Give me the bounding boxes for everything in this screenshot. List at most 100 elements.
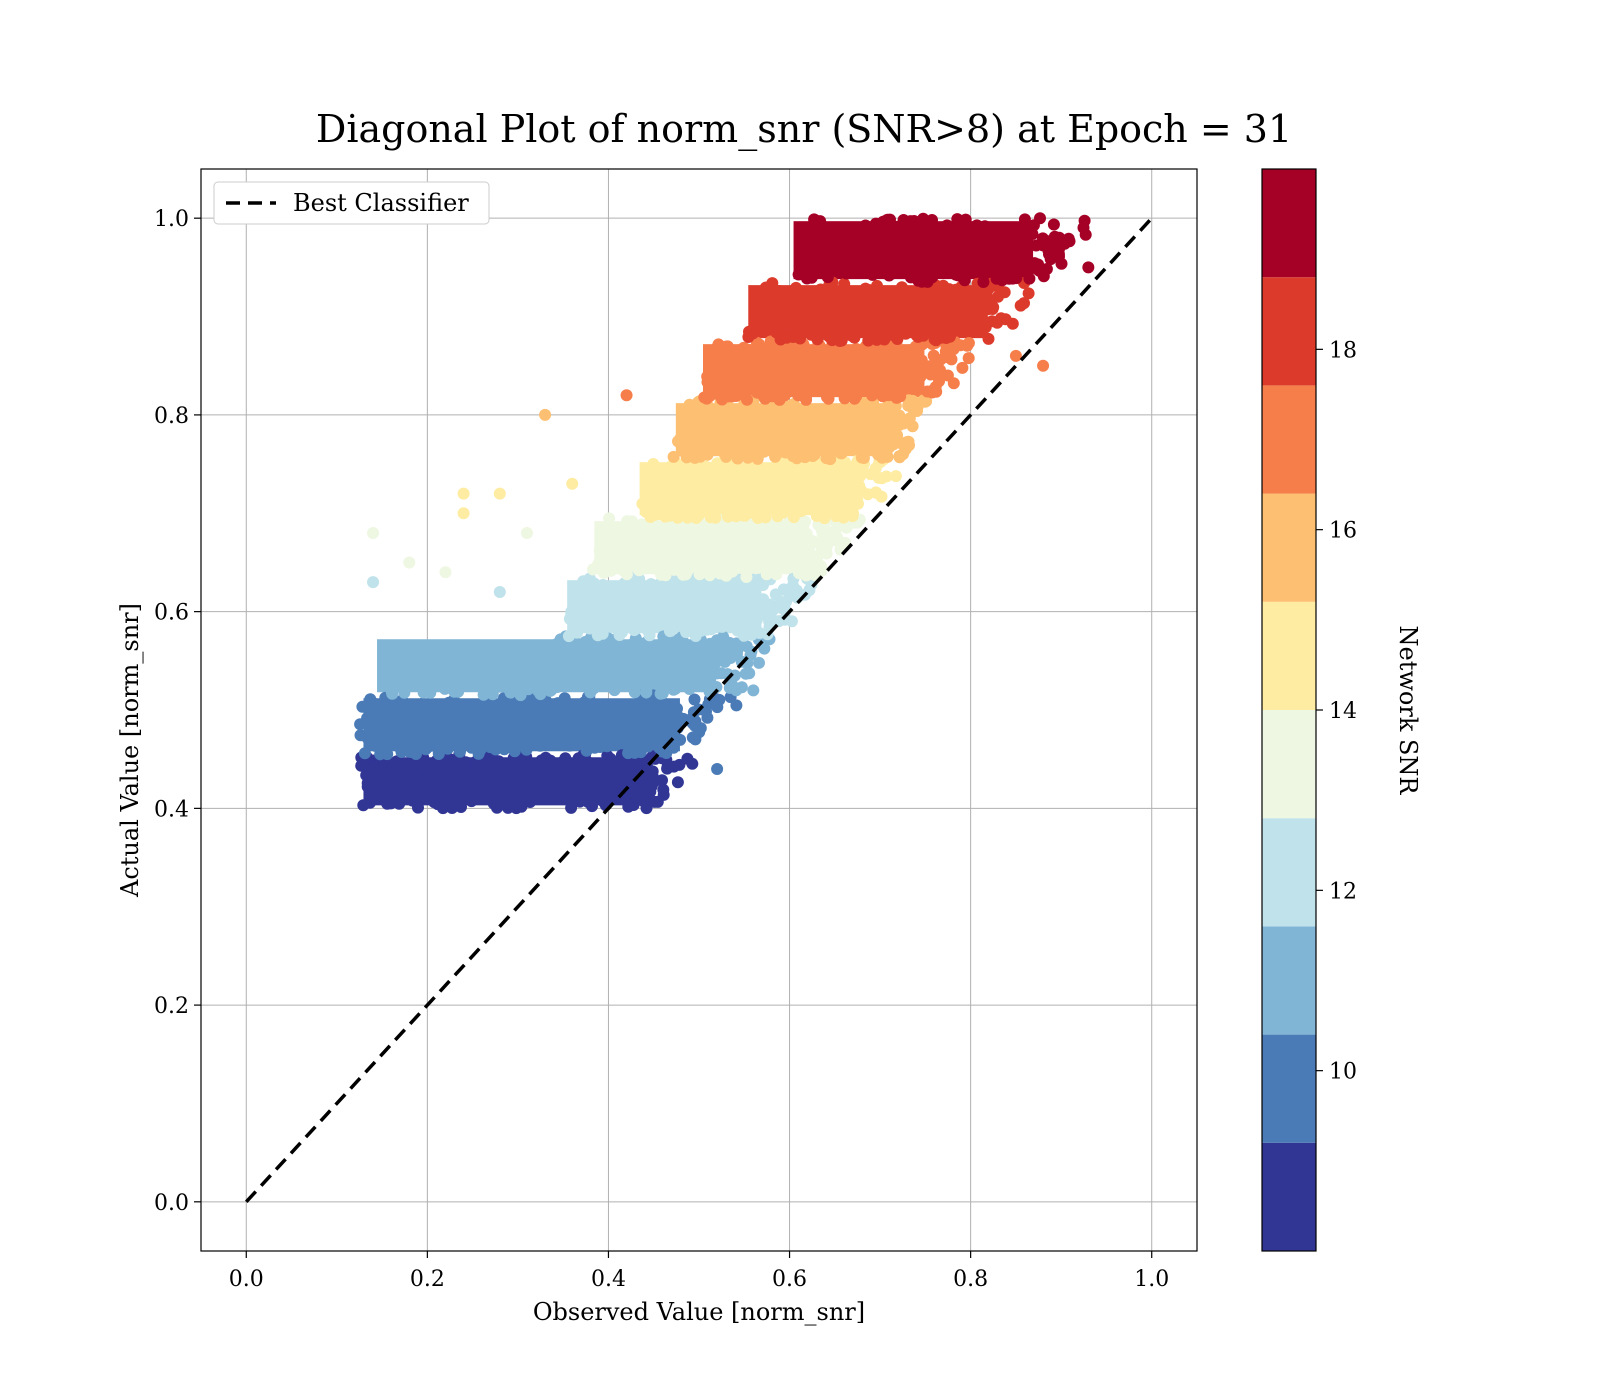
scatter-point bbox=[911, 322, 924, 335]
scatter-point bbox=[532, 684, 545, 697]
scatter-point bbox=[528, 704, 541, 717]
scatter-point bbox=[589, 609, 602, 622]
scatter-point bbox=[838, 278, 851, 290]
scatter-point bbox=[361, 777, 374, 790]
scatter-point bbox=[447, 801, 459, 813]
scatter-point bbox=[859, 423, 872, 436]
scatter-point bbox=[558, 715, 571, 728]
scatter-point bbox=[633, 612, 646, 625]
scatter-point bbox=[396, 720, 409, 733]
scatter-point bbox=[690, 512, 703, 524]
scatter-point bbox=[1006, 317, 1019, 330]
scatter-point bbox=[721, 340, 734, 353]
scatter-point bbox=[745, 489, 758, 502]
colorbar-tick-label: 12 bbox=[1329, 879, 1357, 904]
scatter-point bbox=[949, 245, 962, 258]
scatter-point bbox=[422, 735, 435, 748]
scatter-point bbox=[583, 759, 596, 772]
scatter-point bbox=[858, 370, 871, 383]
scatter-point bbox=[612, 644, 625, 657]
chart-title: Diagonal Plot of norm_snr (SNR>8) at Epo… bbox=[316, 107, 1292, 152]
scatter-point bbox=[863, 323, 876, 336]
colorbar-band bbox=[1262, 1034, 1316, 1143]
scatter-point bbox=[686, 731, 699, 744]
scatter-point bbox=[766, 277, 779, 290]
scatter-point bbox=[800, 390, 812, 403]
scatter-point bbox=[638, 726, 651, 739]
outlier-point bbox=[493, 487, 506, 500]
scatter-point bbox=[986, 303, 999, 315]
scatter-point bbox=[660, 747, 673, 759]
scatter-point bbox=[822, 346, 835, 359]
scatter-point bbox=[740, 571, 753, 583]
scatter-point bbox=[806, 466, 819, 479]
scatter-point bbox=[645, 578, 657, 591]
scatter-point bbox=[591, 703, 604, 715]
scatter-point bbox=[385, 713, 398, 726]
scatter-point bbox=[358, 747, 371, 760]
scatter-point bbox=[410, 748, 422, 760]
scatter-point bbox=[895, 312, 908, 325]
scatter-point bbox=[796, 420, 809, 433]
x-tick-label: 0.8 bbox=[953, 1267, 988, 1292]
scatter-point bbox=[700, 705, 712, 718]
scatter-point bbox=[507, 683, 520, 696]
scatter-point bbox=[848, 392, 861, 405]
scatter-point bbox=[752, 347, 765, 360]
scatter-point bbox=[506, 759, 518, 772]
colorbar: 10 12 14 16 18 Network SNR bbox=[1261, 168, 1422, 1252]
scatter-point bbox=[555, 756, 568, 769]
scatter-point bbox=[638, 663, 651, 676]
outlier-point bbox=[711, 763, 724, 776]
scatter-point bbox=[680, 650, 693, 663]
scatter-point bbox=[840, 354, 853, 367]
scatter-point bbox=[659, 587, 672, 599]
scatter-point bbox=[628, 686, 641, 699]
scatter-point bbox=[808, 354, 821, 367]
scatter-point bbox=[650, 736, 663, 748]
scatter-point bbox=[999, 232, 1012, 245]
scatter-point bbox=[478, 715, 491, 728]
scatter-point bbox=[591, 583, 604, 596]
scatter-point bbox=[760, 602, 773, 615]
scatter-point bbox=[840, 521, 853, 534]
scatter-point bbox=[454, 770, 467, 783]
scatter-point bbox=[491, 801, 503, 814]
scatter-point bbox=[472, 785, 485, 797]
scatter-point bbox=[832, 373, 845, 386]
scatter-point bbox=[483, 729, 496, 742]
scatter-point bbox=[737, 343, 750, 356]
scatter-point bbox=[441, 666, 453, 679]
scatter-point bbox=[588, 741, 601, 754]
y-tick-label: 0.8 bbox=[154, 404, 189, 429]
outlier-point bbox=[566, 477, 579, 490]
legend-box bbox=[213, 181, 490, 225]
scatter-point bbox=[606, 658, 619, 671]
scatter-point bbox=[624, 744, 637, 757]
scatter-point bbox=[891, 333, 904, 345]
scatter-point bbox=[920, 395, 933, 408]
scatter-point bbox=[592, 558, 605, 571]
scatter-point bbox=[580, 593, 593, 606]
y-axis-label: Actual Value [norm_snr] bbox=[116, 603, 144, 898]
scatter-point bbox=[990, 256, 1003, 269]
scatter-point bbox=[657, 470, 670, 483]
scatter-point bbox=[450, 726, 463, 739]
scatter-point bbox=[962, 300, 975, 313]
scatter-point bbox=[978, 249, 990, 262]
scatter-point bbox=[390, 765, 403, 777]
scatter-point bbox=[486, 704, 499, 716]
scatter-point bbox=[701, 448, 714, 461]
scatter-point bbox=[682, 476, 695, 488]
scatter-point bbox=[591, 629, 604, 642]
scatter-point bbox=[730, 381, 743, 394]
scatter-point bbox=[734, 497, 747, 510]
scatter-point bbox=[572, 752, 585, 765]
scatter-point bbox=[976, 290, 989, 303]
scatter-point bbox=[409, 770, 422, 783]
outlier-point bbox=[367, 576, 380, 589]
scatter-point bbox=[693, 558, 706, 571]
scatter-point bbox=[783, 431, 796, 443]
scatter-point bbox=[512, 716, 525, 729]
